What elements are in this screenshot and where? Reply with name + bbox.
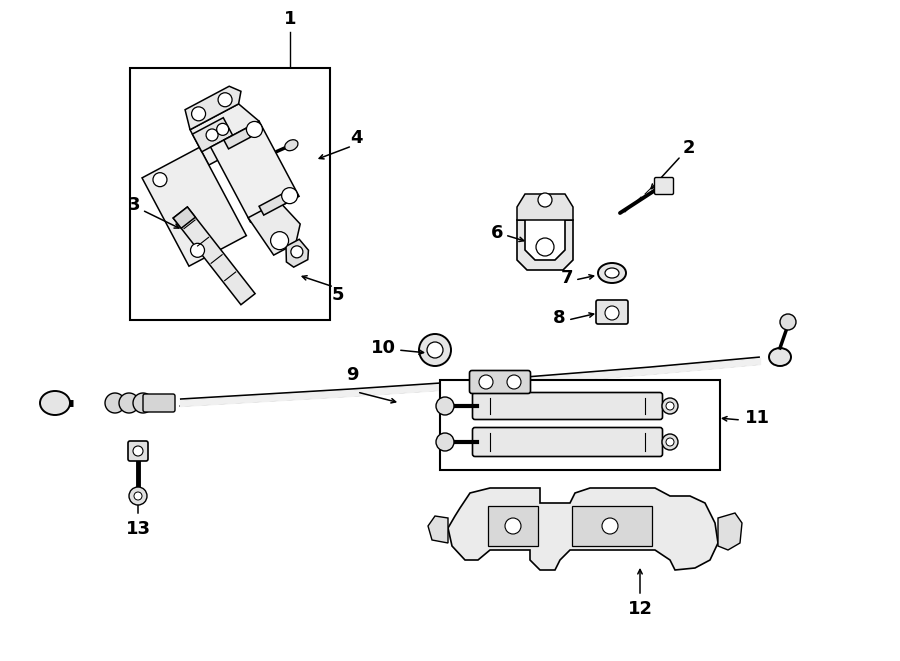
- Text: 7: 7: [561, 269, 573, 287]
- Text: 3: 3: [128, 196, 140, 214]
- Text: 9: 9: [346, 366, 358, 384]
- Polygon shape: [448, 488, 718, 570]
- Polygon shape: [173, 207, 255, 305]
- Circle shape: [133, 393, 153, 413]
- Polygon shape: [224, 128, 250, 149]
- FancyBboxPatch shape: [472, 393, 662, 420]
- Circle shape: [536, 238, 554, 256]
- Polygon shape: [190, 104, 259, 165]
- Text: 13: 13: [125, 520, 150, 538]
- Circle shape: [436, 433, 454, 451]
- Circle shape: [119, 393, 139, 413]
- Text: 2: 2: [683, 139, 696, 157]
- Circle shape: [436, 397, 454, 415]
- Polygon shape: [572, 506, 652, 546]
- Polygon shape: [259, 192, 290, 215]
- Ellipse shape: [605, 268, 619, 278]
- FancyBboxPatch shape: [470, 371, 530, 393]
- FancyBboxPatch shape: [128, 441, 148, 461]
- Polygon shape: [718, 513, 742, 550]
- Circle shape: [505, 518, 521, 534]
- Circle shape: [129, 487, 147, 505]
- Bar: [130, 68, 330, 320]
- Circle shape: [662, 434, 678, 450]
- Polygon shape: [428, 516, 448, 543]
- Circle shape: [191, 243, 204, 257]
- Polygon shape: [248, 202, 301, 255]
- Text: 4: 4: [350, 129, 363, 147]
- Circle shape: [780, 314, 796, 330]
- Circle shape: [282, 188, 298, 204]
- Ellipse shape: [769, 348, 791, 366]
- FancyBboxPatch shape: [472, 428, 662, 457]
- Circle shape: [479, 375, 493, 389]
- Circle shape: [218, 93, 232, 107]
- Text: 5: 5: [332, 286, 345, 304]
- Text: 12: 12: [627, 600, 652, 618]
- Ellipse shape: [598, 263, 626, 283]
- FancyBboxPatch shape: [143, 394, 175, 412]
- Polygon shape: [193, 118, 233, 152]
- FancyBboxPatch shape: [596, 300, 628, 324]
- Polygon shape: [185, 86, 241, 130]
- Text: 10: 10: [371, 339, 396, 357]
- Circle shape: [206, 129, 218, 141]
- Polygon shape: [517, 220, 573, 270]
- Polygon shape: [211, 121, 299, 222]
- Circle shape: [666, 438, 674, 446]
- Polygon shape: [286, 239, 309, 267]
- Circle shape: [134, 492, 142, 500]
- Circle shape: [247, 122, 263, 137]
- Polygon shape: [142, 147, 247, 266]
- Circle shape: [427, 342, 443, 358]
- Text: 6: 6: [491, 224, 503, 242]
- Circle shape: [538, 193, 552, 207]
- Ellipse shape: [284, 139, 298, 151]
- Circle shape: [217, 124, 229, 136]
- Text: 1: 1: [284, 10, 296, 28]
- Polygon shape: [173, 207, 195, 228]
- Text: 11: 11: [745, 409, 770, 427]
- Circle shape: [419, 334, 451, 366]
- Circle shape: [662, 398, 678, 414]
- Circle shape: [602, 518, 618, 534]
- Circle shape: [271, 231, 289, 250]
- FancyBboxPatch shape: [654, 178, 673, 194]
- Circle shape: [666, 402, 674, 410]
- Polygon shape: [488, 506, 538, 546]
- Circle shape: [605, 306, 619, 320]
- Polygon shape: [517, 194, 573, 220]
- Bar: [440, 380, 720, 470]
- Circle shape: [192, 107, 205, 121]
- Circle shape: [507, 375, 521, 389]
- Circle shape: [153, 173, 167, 186]
- Text: 8: 8: [554, 309, 566, 327]
- Ellipse shape: [40, 391, 70, 415]
- Circle shape: [133, 446, 143, 456]
- Circle shape: [105, 393, 125, 413]
- Circle shape: [291, 246, 303, 258]
